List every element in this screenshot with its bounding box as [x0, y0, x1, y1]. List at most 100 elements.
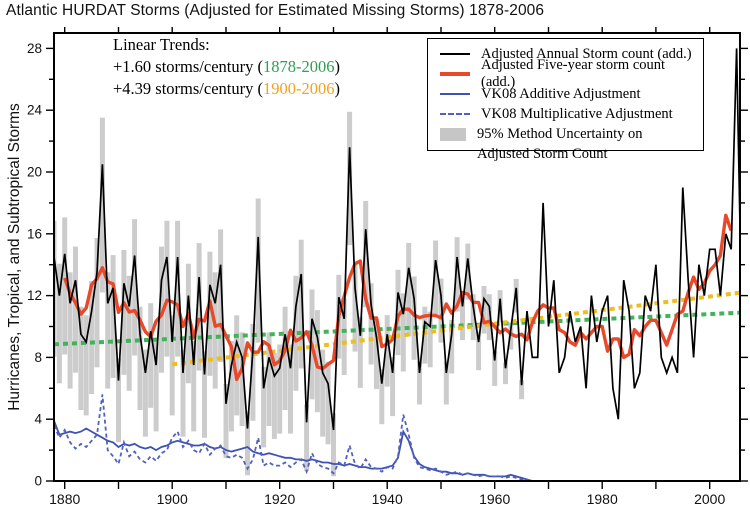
y-tick-label: 20: [27, 165, 42, 180]
y-tick-label: 24: [27, 103, 43, 118]
uncertainty-bar: [266, 332, 272, 426]
uncertainty-bar: [470, 294, 476, 341]
uncertainty-bar: [427, 311, 433, 368]
uncertainty-bar: [207, 251, 213, 376]
uncertainty-bar: [56, 263, 62, 384]
uncertainty-bar: [132, 219, 138, 356]
uncertainty-bar: [175, 220, 181, 357]
uncertainty-bar: [357, 316, 363, 388]
uncertainty-bar: [352, 264, 358, 352]
uncertainty-bar: [298, 239, 304, 369]
uncertainty-bar: [245, 411, 250, 476]
trend-2-text: +4.39 storms/century (: [113, 79, 263, 98]
legend-label: 95% Method Uncertainty on: [477, 125, 643, 142]
uncertainty-bar: [433, 240, 439, 314]
uncertainty-bar: [384, 315, 390, 387]
vk08-additive-line-swatch: [440, 93, 470, 95]
uncertainty-bar: [218, 229, 224, 362]
uncertainty-bar: [288, 344, 293, 434]
uncertainty-bar: [363, 200, 369, 308]
uncertainty-bar: [105, 272, 111, 389]
uncertainty-bar: [223, 384, 229, 459]
y-tick-label: 28: [27, 41, 42, 56]
uncertainty-bar: [89, 280, 95, 394]
uncertainty-bar: [261, 366, 267, 448]
uncertainty-bar: [169, 315, 175, 416]
uncertainty-bar: [325, 361, 331, 445]
uncertainty-bar: [191, 341, 197, 432]
uncertainty-bar: [443, 361, 449, 405]
trend-1-text: +1.60 storms/century (: [113, 57, 263, 76]
uncertainty-bar: [148, 303, 154, 408]
uncertainty-bar: [116, 358, 121, 443]
x-tick-label: 1940: [372, 491, 403, 506]
uncertainty-bar: [460, 294, 465, 341]
uncertainty-bar: [255, 198, 261, 343]
uncertainty-bar: [62, 217, 68, 355]
trend-line-2: [171, 290, 741, 367]
vk08-multiplicative-line: [53, 394, 741, 481]
chart-title: Atlantic HURDAT Storms (Adjusted for Est…: [6, 2, 545, 19]
y-tick-label: 0: [34, 474, 42, 489]
uncertainty-bar: [142, 349, 148, 437]
uncertainty-bar: [304, 404, 310, 471]
linear-trends-annotation: Linear Trends: +1.60 storms/century (187…: [113, 34, 340, 100]
legend-label: VK08 Multiplicative Adjustment: [481, 105, 673, 122]
x-tick-label: 1880: [49, 491, 80, 506]
uncertainty-bar: [153, 341, 159, 432]
x-tick-label: 1900: [157, 491, 188, 506]
chart-legend: Adjusted Annual Storm count (add.) Adjus…: [427, 38, 704, 162]
uncertainty-bar: [180, 349, 186, 437]
trend-1-years: 1878-2006: [263, 57, 335, 76]
uncertainty-bar: [320, 349, 326, 437]
y-tick-label: 4: [34, 412, 42, 427]
uncertainty-bar: [228, 341, 234, 432]
uncertainty-bar: [277, 344, 283, 434]
five-year-storm-line: [63, 213, 733, 382]
legend-item-annual: Adjusted Annual Storm count (add.): [440, 44, 699, 64]
uncertainty-bar: [94, 238, 100, 368]
uncertainty-bar: [282, 306, 288, 410]
uncertainty-bar: [492, 351, 498, 386]
uncertainty-bar: [417, 361, 422, 405]
annual-line-swatch: [440, 53, 470, 55]
legend-item-vk08-multiplicative: VK08 Multiplicative Adjustment: [440, 104, 699, 124]
legend-label: Adjusted Annual Storm count (add.): [481, 45, 692, 62]
legend-item-uncertainty-line2: Adjusted Storm Count: [440, 144, 699, 164]
uncertainty-bar: [110, 255, 116, 378]
x-tick-label: 1980: [587, 491, 618, 506]
plot-frame: [53, 32, 741, 482]
uncertainty-bar: [368, 283, 374, 365]
annual-storm-line: [53, 48, 741, 431]
legend-item-five-year: Adjusted Five-year storm count (add.): [440, 57, 699, 90]
uncertainty-bar: [137, 306, 143, 410]
uncertainty-bar: [121, 250, 127, 375]
uncertainty-bar: [486, 294, 492, 341]
trend-line-2: +4.39 storms/century (1900-2006): [113, 78, 340, 100]
uncertainty-bar: [476, 331, 482, 371]
uncertainty-bar: [239, 332, 245, 426]
legend-label: Adjusted Storm Count: [477, 145, 608, 162]
uncertainty-bar: [503, 362, 508, 385]
x-tick-label: 2000: [694, 491, 725, 506]
uncertainty-bar: [379, 368, 385, 425]
linear-trends-heading: Linear Trends:: [113, 35, 210, 54]
trend-1-close: ): [334, 57, 341, 76]
trend-line-1: [53, 310, 741, 347]
uncertainty-bar: [519, 380, 525, 400]
trend-2-close: ): [334, 79, 341, 98]
uncertainty-bar: [374, 318, 379, 390]
uncertainty-bar: [508, 322, 514, 350]
uncertainty-bar: [454, 237, 460, 312]
legend-label: VK08 Additive Adjustment: [481, 85, 641, 102]
uncertainty-bar: [164, 220, 170, 357]
uncertainty-bar: [73, 246, 78, 373]
uncertainty-bar: [78, 306, 84, 410]
uncertainty-bar: [481, 286, 487, 334]
uncertainty-bar: [212, 272, 218, 389]
five-year-line-swatch: [440, 72, 470, 76]
x-tick-label: 1960: [479, 491, 510, 506]
uncertainty-bar: [196, 243, 202, 371]
uncertainty-bar: [400, 293, 406, 372]
